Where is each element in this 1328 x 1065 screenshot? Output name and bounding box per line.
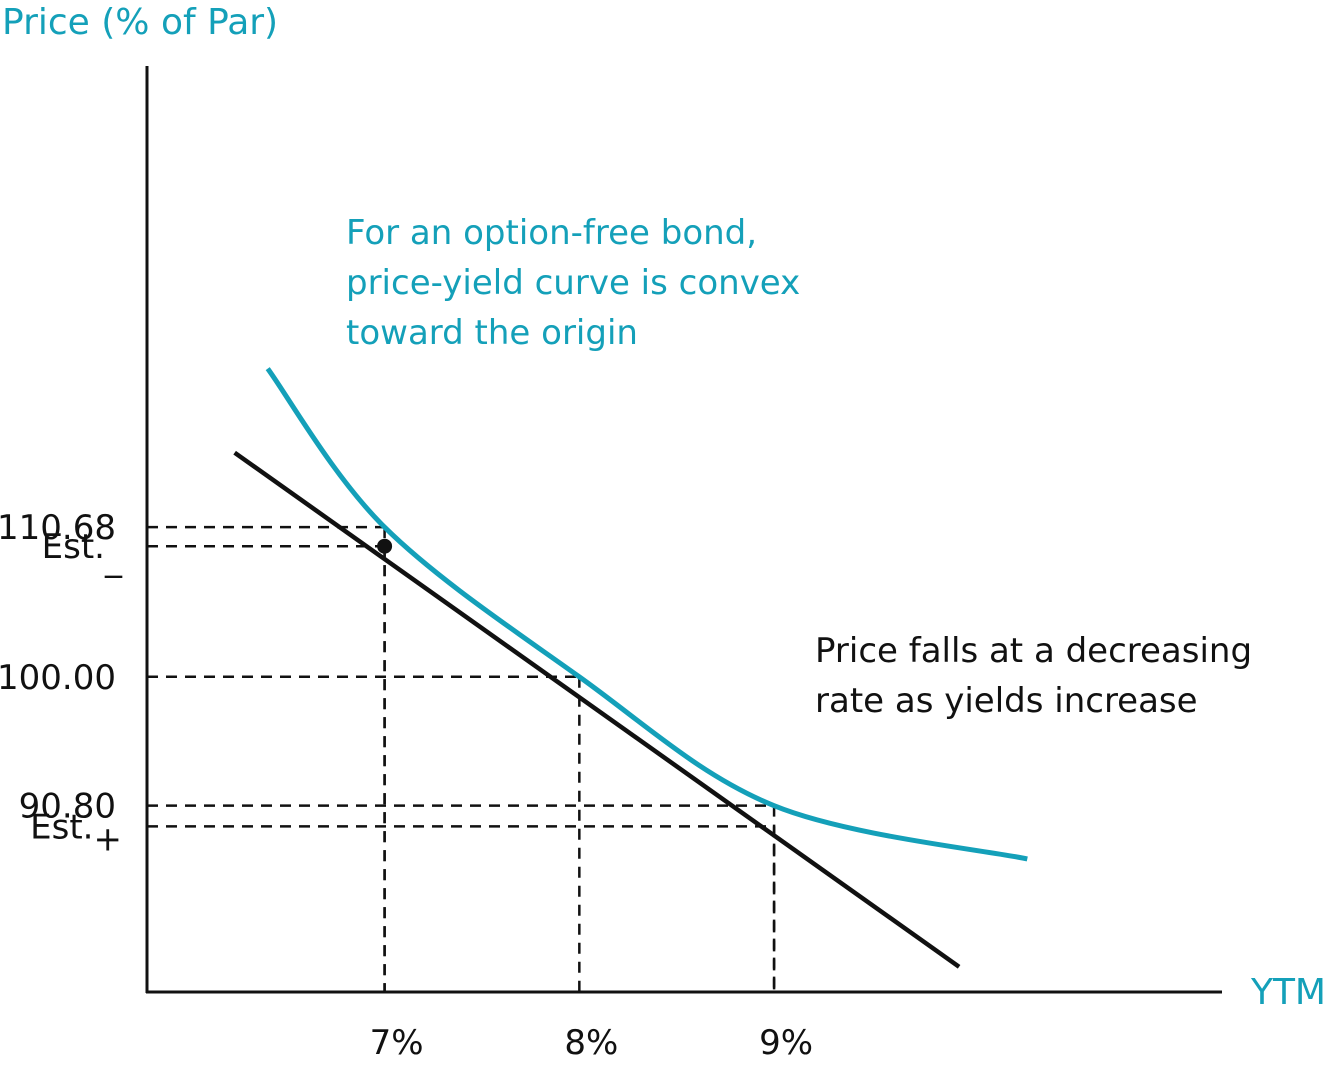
y-tick-label-text: Est.	[30, 807, 93, 847]
x-tick-labels: 7% 8% 9%	[370, 1023, 813, 1063]
x-tick-label: 8%	[564, 1023, 618, 1063]
y-tick-label-subscript: _	[104, 539, 123, 579]
x-axis-title: YTM	[1250, 972, 1326, 1013]
price-falls-annotation-line: rate as yields increase	[815, 681, 1198, 721]
curve-annotation-line: For an option-free bond,	[346, 213, 757, 253]
y-tick-label-text: Est.	[42, 527, 105, 567]
x-tick-label: 7%	[370, 1023, 424, 1063]
y-tick-label: 110.68	[0, 508, 116, 548]
price-falls-annotation-line: Price falls at a decreasing	[815, 631, 1252, 671]
price-falls-annotation: Price falls at a decreasing rate as yiel…	[815, 631, 1263, 721]
price-yield-curve	[265, 367, 1028, 862]
y-tick-label: 90.80	[19, 787, 116, 827]
curve-annotation: For an option-free bond, price-yield cur…	[346, 213, 811, 353]
curve-annotation-line: toward the origin	[346, 313, 638, 353]
curve-annotation-line: price-yield curve is convex	[346, 263, 800, 303]
y-tick-label: Est.+	[30, 807, 122, 859]
y-tick-label-subscript: +	[94, 819, 123, 859]
estimate-point	[377, 538, 393, 554]
guide-lines	[147, 525, 776, 992]
y-axis-title: Price (% of Par)	[2, 2, 278, 43]
duration-tangent-line	[233, 450, 961, 969]
x-tick-label: 9%	[759, 1023, 813, 1063]
y-tick-label: 100.00	[0, 658, 116, 698]
y-tick-label: Est._	[42, 527, 123, 579]
